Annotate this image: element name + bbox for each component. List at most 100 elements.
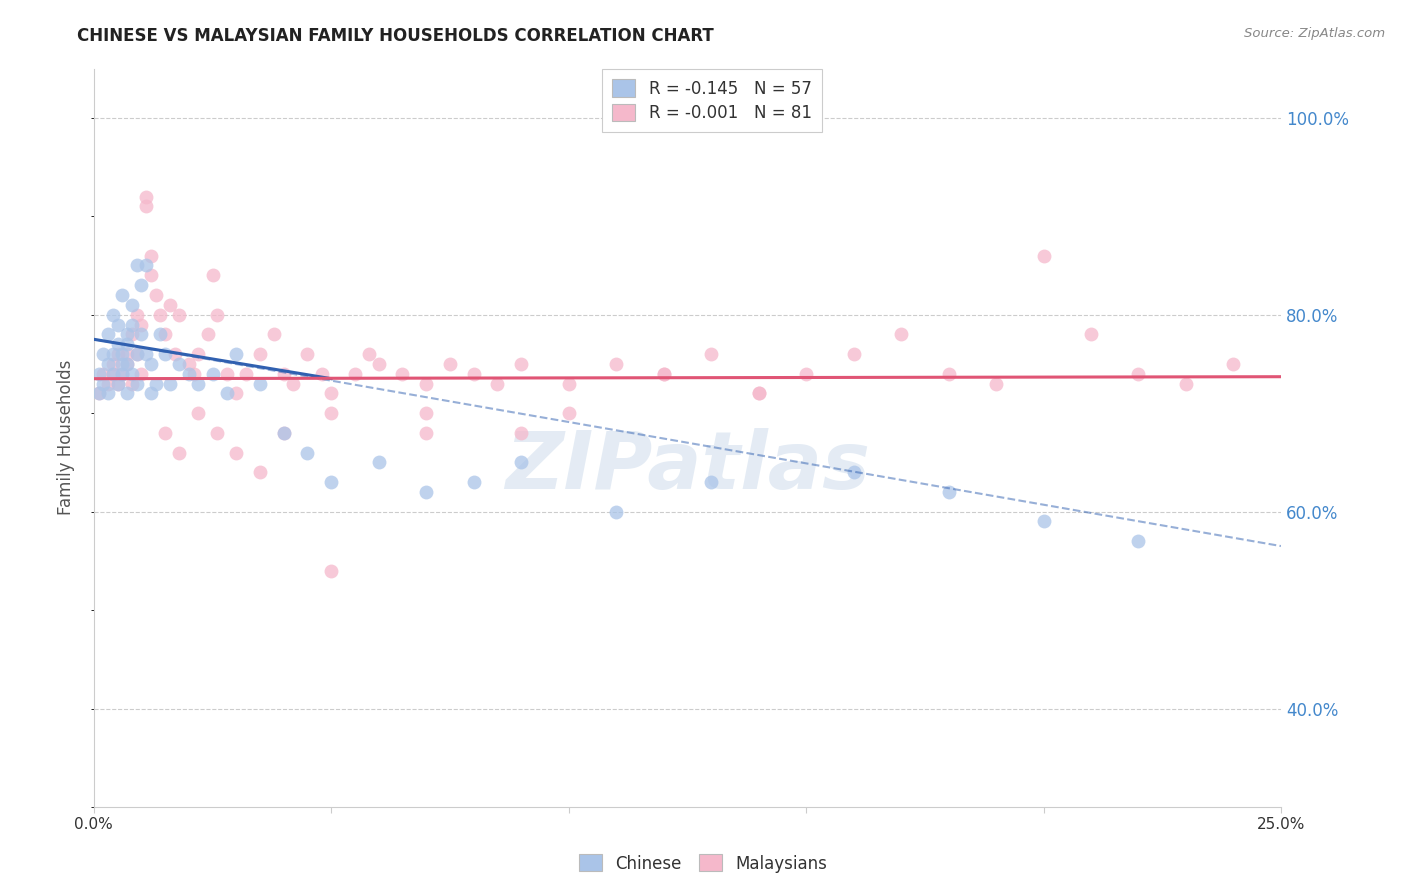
- Point: [135, 189, 157, 203]
- Point: [842, 347, 865, 361]
- Point: [187, 406, 209, 420]
- Point: [283, 376, 305, 391]
- Text: Source: ZipAtlas.com: Source: ZipAtlas.com: [1244, 27, 1385, 40]
- Point: [225, 386, 247, 401]
- Point: [121, 298, 143, 312]
- Point: [101, 357, 124, 371]
- Point: [201, 268, 224, 283]
- Point: [359, 347, 381, 361]
- Point: [107, 337, 129, 351]
- Point: [129, 278, 152, 293]
- Point: [139, 268, 162, 283]
- Text: CHINESE VS MALAYSIAN FAMILY HOUSEHOLDS CORRELATION CHART: CHINESE VS MALAYSIAN FAMILY HOUSEHOLDS C…: [77, 27, 714, 45]
- Point: [321, 386, 343, 401]
- Point: [169, 445, 191, 459]
- Point: [129, 367, 152, 381]
- Point: [235, 367, 257, 381]
- Point: [91, 376, 114, 391]
- Point: [225, 445, 247, 459]
- Point: [159, 376, 181, 391]
- Point: [87, 367, 110, 381]
- Point: [153, 327, 176, 342]
- Text: ZIPatlas: ZIPatlas: [505, 428, 870, 507]
- Point: [367, 357, 389, 371]
- Point: [273, 425, 295, 440]
- Point: [115, 327, 138, 342]
- Point: [215, 386, 238, 401]
- Point: [297, 445, 319, 459]
- Point: [111, 367, 134, 381]
- Point: [101, 367, 124, 381]
- Point: [1175, 376, 1198, 391]
- Point: [135, 199, 157, 213]
- Point: [415, 484, 437, 499]
- Point: [145, 376, 167, 391]
- Point: [510, 455, 533, 469]
- Point: [125, 308, 148, 322]
- Point: [153, 347, 176, 361]
- Point: [273, 367, 295, 381]
- Point: [169, 357, 191, 371]
- Point: [1032, 515, 1054, 529]
- Point: [321, 406, 343, 420]
- Point: [215, 367, 238, 381]
- Point: [121, 376, 143, 391]
- Point: [107, 376, 129, 391]
- Point: [149, 327, 172, 342]
- Point: [121, 367, 143, 381]
- Point: [463, 367, 485, 381]
- Point: [984, 376, 1007, 391]
- Point: [91, 367, 114, 381]
- Point: [129, 327, 152, 342]
- Point: [249, 376, 271, 391]
- Point: [439, 357, 461, 371]
- Point: [938, 367, 960, 381]
- Point: [107, 347, 129, 361]
- Point: [125, 347, 148, 361]
- Point: [938, 484, 960, 499]
- Point: [207, 308, 229, 322]
- Point: [207, 425, 229, 440]
- Point: [125, 259, 148, 273]
- Point: [97, 327, 120, 342]
- Point: [139, 386, 162, 401]
- Legend: Chinese, Malaysians: Chinese, Malaysians: [572, 847, 834, 880]
- Point: [652, 367, 675, 381]
- Point: [115, 357, 138, 371]
- Point: [125, 376, 148, 391]
- Point: [890, 327, 912, 342]
- Point: [135, 259, 157, 273]
- Point: [187, 376, 209, 391]
- Point: [177, 357, 200, 371]
- Point: [486, 376, 509, 391]
- Point: [842, 465, 865, 479]
- Point: [163, 347, 186, 361]
- Point: [115, 347, 138, 361]
- Point: [415, 406, 437, 420]
- Point: [415, 425, 437, 440]
- Legend: R = -0.145   N = 57, R = -0.001   N = 81: R = -0.145 N = 57, R = -0.001 N = 81: [602, 70, 821, 133]
- Point: [101, 347, 124, 361]
- Point: [605, 505, 627, 519]
- Point: [111, 288, 134, 302]
- Point: [111, 367, 134, 381]
- Point: [97, 357, 120, 371]
- Point: [111, 347, 134, 361]
- Point: [115, 386, 138, 401]
- Point: [700, 475, 723, 489]
- Point: [183, 367, 205, 381]
- Point: [557, 406, 579, 420]
- Point: [321, 475, 343, 489]
- Point: [87, 386, 110, 401]
- Point: [1222, 357, 1244, 371]
- Point: [139, 249, 162, 263]
- Point: [159, 298, 181, 312]
- Point: [1128, 367, 1150, 381]
- Point: [125, 347, 148, 361]
- Point: [187, 347, 209, 361]
- Point: [135, 347, 157, 361]
- Point: [463, 475, 485, 489]
- Point: [115, 337, 138, 351]
- Point: [510, 425, 533, 440]
- Point: [391, 367, 413, 381]
